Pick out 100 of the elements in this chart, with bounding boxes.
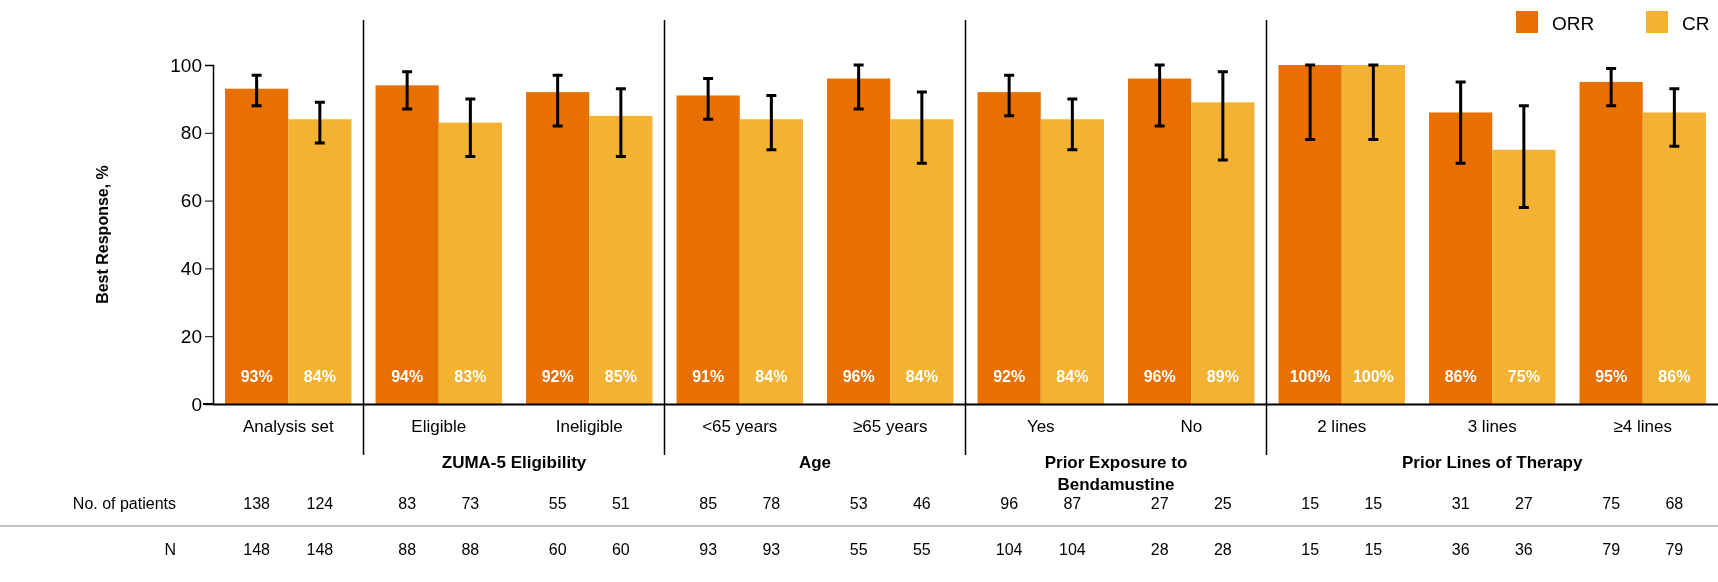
text: Age xyxy=(798,453,832,472)
text: 25 xyxy=(1213,495,1232,512)
data-label: 83% xyxy=(454,368,487,385)
text: 28 xyxy=(1150,541,1169,558)
text: 88 xyxy=(398,541,417,558)
text: 104 xyxy=(1059,541,1086,558)
bar xyxy=(1341,65,1405,404)
x-tick-label: ≥65 years xyxy=(852,417,928,437)
text: 60 xyxy=(611,541,630,558)
bar xyxy=(977,92,1041,404)
x-tick-label: 2 lines xyxy=(1317,417,1367,437)
bar xyxy=(739,119,803,404)
text: 79 xyxy=(1665,541,1684,558)
text: 83 xyxy=(398,495,417,512)
bar xyxy=(225,88,289,404)
bar xyxy=(1040,119,1104,404)
bar xyxy=(1128,78,1192,404)
x-tick-label: ≥4 lines xyxy=(1613,417,1672,437)
bar xyxy=(1642,112,1706,404)
text: 148 xyxy=(243,541,271,558)
data-label: 89% xyxy=(1206,368,1239,385)
data-label: 75% xyxy=(1507,368,1540,385)
data-label: 94% xyxy=(391,368,424,385)
text: 15 xyxy=(1301,541,1320,558)
bar xyxy=(827,78,891,404)
data-label: 96% xyxy=(1143,368,1176,385)
text: 75 xyxy=(1602,495,1621,512)
data-label: 100% xyxy=(1352,368,1394,385)
data-label: 92% xyxy=(993,368,1026,385)
text: Prior Lines of Therapy xyxy=(1402,453,1583,472)
text: 78 xyxy=(762,495,781,512)
legend-label: CR xyxy=(1682,13,1710,34)
text: 15 xyxy=(1364,541,1383,558)
data-label: 91% xyxy=(692,368,725,385)
data-label: 95% xyxy=(1595,368,1628,385)
text: 36 xyxy=(1451,541,1470,558)
text: 104 xyxy=(995,541,1023,558)
text: 138 xyxy=(243,495,271,512)
text: N xyxy=(164,541,176,558)
text: 31 xyxy=(1451,495,1470,512)
y-tick-label: 40 xyxy=(180,257,202,279)
data-label: 84% xyxy=(303,368,336,385)
bar xyxy=(589,115,653,404)
bar xyxy=(438,122,502,404)
x-tick-label: Analysis set xyxy=(242,417,334,437)
x-tick-label: <65 years xyxy=(702,417,778,437)
data-label: 84% xyxy=(1056,368,1089,385)
text: 124 xyxy=(306,495,334,512)
text: Prior Exposure to Bendamustine xyxy=(1044,453,1188,494)
y-tick-label: 60 xyxy=(180,190,202,212)
text: 55 xyxy=(849,541,868,558)
bar xyxy=(676,95,740,404)
text: 27 xyxy=(1150,495,1169,512)
text: 148 xyxy=(306,541,334,558)
x-tick-label: Ineligible xyxy=(555,417,623,437)
bar xyxy=(375,85,439,404)
text: 87 xyxy=(1063,495,1082,512)
text: No. of patients xyxy=(72,495,176,512)
data-label: 85% xyxy=(604,368,637,385)
bar xyxy=(1278,65,1342,404)
bar xyxy=(890,119,954,404)
text: 79 xyxy=(1602,541,1621,558)
y-tick-label: 20 xyxy=(180,325,202,347)
text: 88 xyxy=(461,541,480,558)
text: 93 xyxy=(699,541,718,558)
text: 73 xyxy=(461,495,480,512)
x-tick-label: Yes xyxy=(1026,417,1055,437)
data-label: 84% xyxy=(905,368,938,385)
text: 15 xyxy=(1301,495,1320,512)
x-tick-label: No xyxy=(1180,417,1203,437)
text: 28 xyxy=(1213,541,1232,558)
text: 85 xyxy=(699,495,718,512)
text: 36 xyxy=(1514,541,1533,558)
x-tick-label: 3 lines xyxy=(1467,417,1517,437)
bar xyxy=(288,119,352,404)
text: 46 xyxy=(912,495,931,512)
text: 53 xyxy=(849,495,868,512)
y-tick-label: 0 xyxy=(191,393,202,415)
text: ZUMA-5 Eligibility xyxy=(441,453,587,472)
text: 27 xyxy=(1514,495,1533,512)
bar xyxy=(526,92,590,404)
y-tick-label: 80 xyxy=(180,122,202,144)
data-label: 86% xyxy=(1444,368,1477,385)
data-label: 93% xyxy=(240,368,273,385)
text: 60 xyxy=(548,541,567,558)
data-label: 96% xyxy=(842,368,875,385)
legend-label: ORR xyxy=(1552,13,1595,34)
data-label: 92% xyxy=(541,368,574,385)
text: 96 xyxy=(1000,495,1019,512)
text: 55 xyxy=(548,495,567,512)
text: 55 xyxy=(912,541,931,558)
text: 51 xyxy=(611,495,630,512)
bar xyxy=(1492,149,1556,404)
data-label: 100% xyxy=(1289,368,1331,385)
bar xyxy=(1191,102,1255,404)
text: 15 xyxy=(1364,495,1383,512)
bar xyxy=(1429,112,1493,404)
data-label: 86% xyxy=(1658,368,1691,385)
data-label: 84% xyxy=(755,368,788,385)
text: 93 xyxy=(762,541,781,558)
